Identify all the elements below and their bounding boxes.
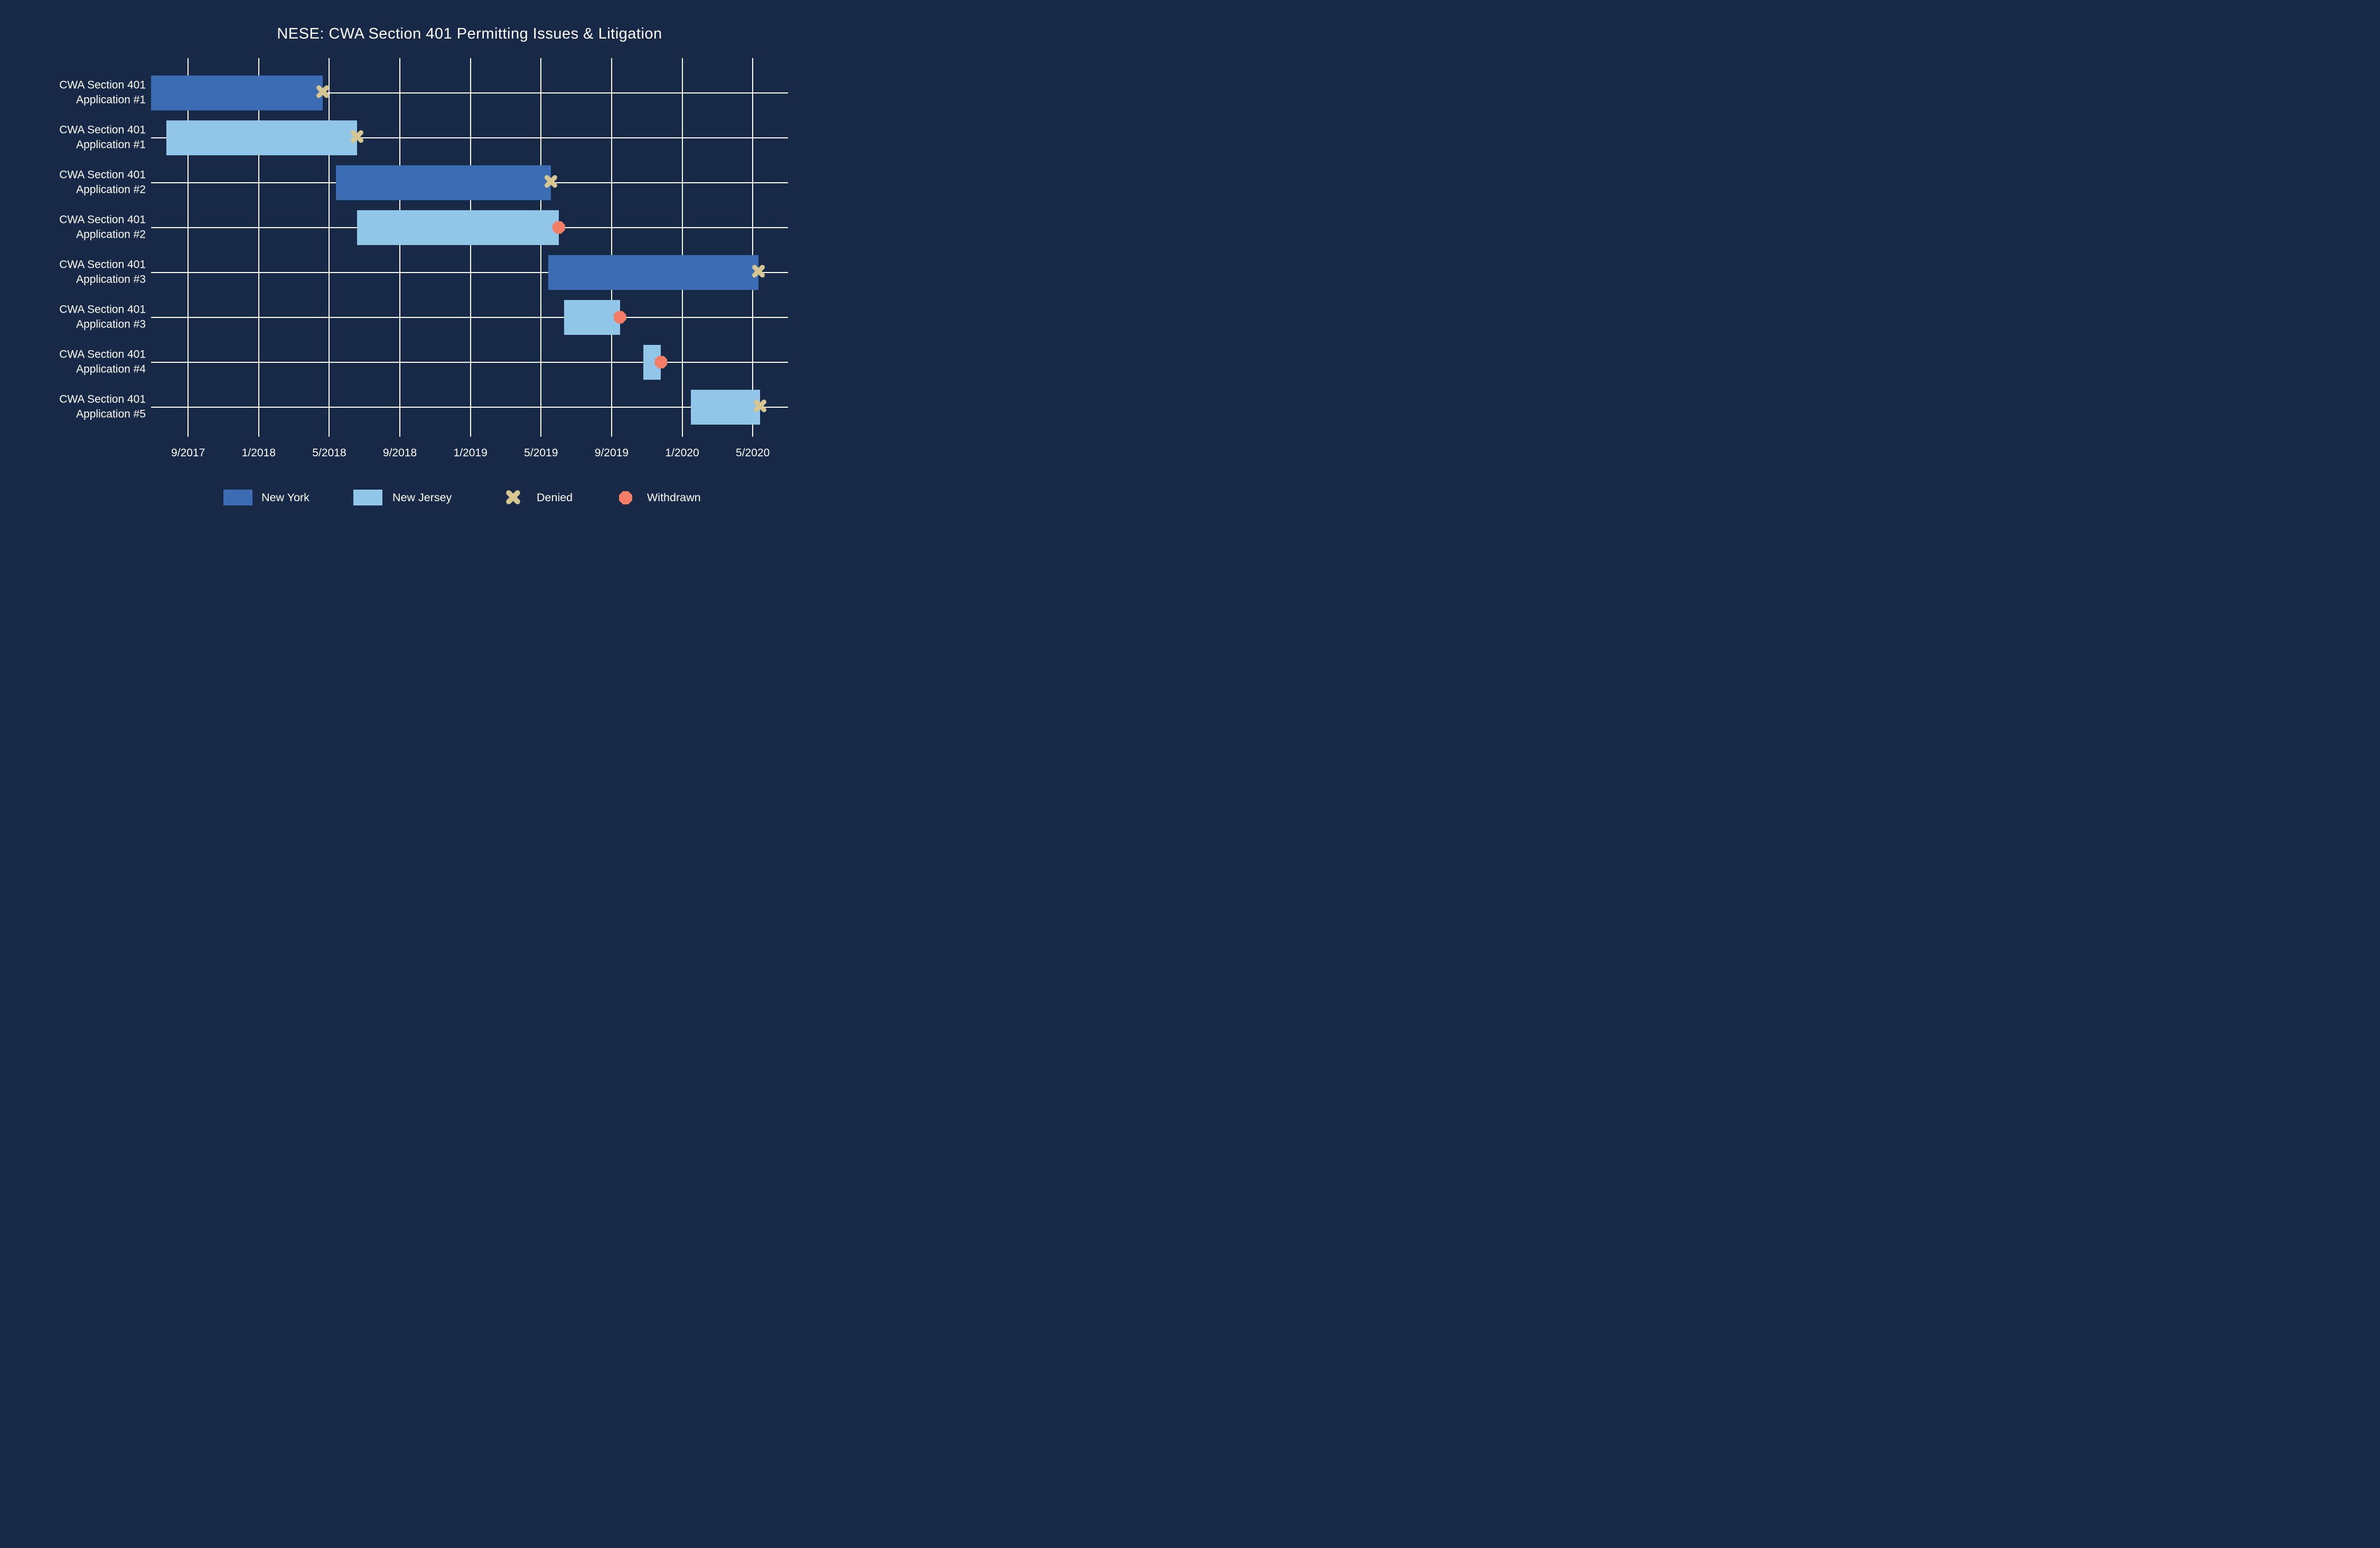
x-icon [752, 265, 765, 277]
legend-label-withdrawn: Withdrawn [647, 491, 701, 504]
y-axis-row-label: CWA Section 401 Application #5 [19, 392, 146, 422]
y-axis-row-label: CWA Section 401 Application #2 [19, 212, 146, 242]
denied-marker [350, 129, 364, 146]
row-baseline [151, 406, 788, 408]
x-icon [316, 85, 330, 98]
y-axis-row-label: CWA Section 401 Application #2 [19, 167, 146, 198]
denied-marker [544, 174, 558, 191]
vertical-gridline [470, 58, 471, 437]
withdrawn-marker [552, 221, 565, 234]
legend-withdrawn-circle-icon [619, 491, 632, 504]
legend-swatch-new-jersey [353, 490, 382, 505]
vertical-gridline [258, 58, 259, 437]
row-label-line2: Application #1 [76, 138, 146, 151]
legend-label-new-york: New York [261, 491, 310, 504]
gantt-chart: NESE: CWA Section 401 Permitting Issues … [0, 0, 816, 530]
vertical-gridline [611, 58, 612, 437]
withdrawn-marker [613, 311, 626, 324]
x-icon [506, 490, 520, 504]
legend-denied-x-icon [505, 489, 521, 508]
row-label-line1: CWA Section 401 [59, 393, 146, 405]
y-axis-row-label: CWA Section 401 Application #3 [19, 302, 146, 332]
row-label-line2: Application #5 [76, 408, 146, 420]
denied-marker [753, 398, 767, 416]
x-axis-tick-label: 9/2017 [171, 447, 205, 459]
row-label-line1: CWA Section 401 [59, 258, 146, 270]
gantt-bar-new-york [151, 75, 323, 110]
withdrawn-marker [654, 355, 668, 369]
x-icon [350, 130, 363, 143]
denied-marker [315, 84, 330, 101]
row-label-line2: Application #1 [76, 93, 146, 106]
chart-title: NESE: CWA Section 401 Permitting Issues … [277, 25, 662, 42]
gantt-bar-new-jersey [166, 120, 357, 155]
vertical-gridline [329, 58, 330, 437]
x-icon [545, 175, 558, 187]
row-label-line1: CWA Section 401 [59, 303, 146, 315]
row-label-line2: Application #3 [76, 318, 146, 331]
circle-icon [654, 355, 668, 369]
row-baseline [151, 92, 788, 93]
row-baseline [151, 137, 788, 138]
row-label-line2: Application #3 [76, 273, 146, 286]
gantt-bar-new-jersey [564, 299, 620, 335]
row-label-line2: Application #2 [76, 183, 146, 196]
row-label-line1: CWA Section 401 [59, 168, 146, 181]
x-axis-tick-label: 5/2018 [312, 447, 346, 459]
denied-marker [751, 264, 766, 281]
x-icon [753, 399, 766, 412]
y-axis-row-label: CWA Section 401 Application #3 [19, 257, 146, 287]
circle-icon [613, 311, 626, 324]
x-axis-tick-label: 5/2020 [736, 447, 770, 459]
row-baseline [151, 361, 788, 363]
x-axis-tick-label: 1/2018 [241, 447, 276, 459]
row-baseline [151, 271, 788, 273]
row-label-line1: CWA Section 401 [59, 348, 146, 360]
x-axis-tick-label: 9/2019 [594, 447, 629, 459]
vertical-gridline [188, 58, 189, 437]
row-label-line1: CWA Section 401 [59, 79, 146, 91]
row-label-line2: Application #2 [76, 228, 146, 241]
vertical-gridline [399, 58, 401, 437]
legend-label-denied: Denied [537, 491, 573, 504]
gantt-bar-new-jersey [357, 210, 559, 245]
x-axis-tick-label: 5/2019 [524, 447, 558, 459]
legend-swatch-new-york [223, 490, 252, 505]
vertical-gridline [681, 58, 683, 437]
x-axis-tick-label: 1/2020 [665, 447, 699, 459]
vertical-gridline [752, 58, 754, 437]
y-axis-row-label: CWA Section 401 Application #1 [19, 78, 146, 108]
circle-icon [619, 491, 632, 504]
y-axis-row-label: CWA Section 401 Application #4 [19, 347, 146, 377]
gantt-bar-new-york [548, 255, 759, 290]
gantt-bar-new-york [335, 165, 551, 200]
row-label-line1: CWA Section 401 [59, 213, 146, 226]
x-axis-tick-label: 1/2019 [453, 447, 488, 459]
vertical-gridline [540, 58, 542, 437]
legend-label-new-jersey: New Jersey [392, 491, 452, 504]
circle-icon [552, 221, 565, 234]
row-label-line2: Application #4 [76, 363, 146, 376]
row-baseline [151, 316, 788, 318]
gantt-bar-new-jersey [691, 389, 760, 425]
row-label-line1: CWA Section 401 [59, 124, 146, 136]
x-axis-tick-label: 9/2018 [382, 447, 417, 459]
y-axis-row-label: CWA Section 401 Application #1 [19, 123, 146, 153]
